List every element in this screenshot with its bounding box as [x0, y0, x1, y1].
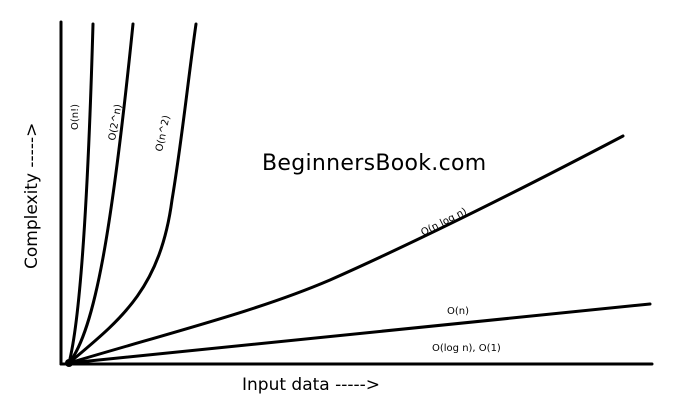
y-axis-title: Complexity ----->: [22, 123, 42, 269]
label-nlogn: O(n log n): [419, 206, 469, 239]
curve-exponential: [67, 22, 135, 365]
curve-linear: [67, 302, 652, 365]
curve-nlogn: [67, 134, 625, 365]
label-quadratic: O(n^2): [154, 114, 172, 152]
curve-factorial: [67, 22, 95, 365]
label-linear: O(n): [447, 306, 469, 317]
watermark: BeginnersBook.com: [262, 151, 486, 176]
label-factorial: O(n!): [70, 104, 81, 130]
curve-quadratic: [67, 22, 198, 365]
label-log-constant: O(log n), O(1): [432, 343, 501, 354]
x-axis-title: Input data ----->: [242, 375, 380, 395]
